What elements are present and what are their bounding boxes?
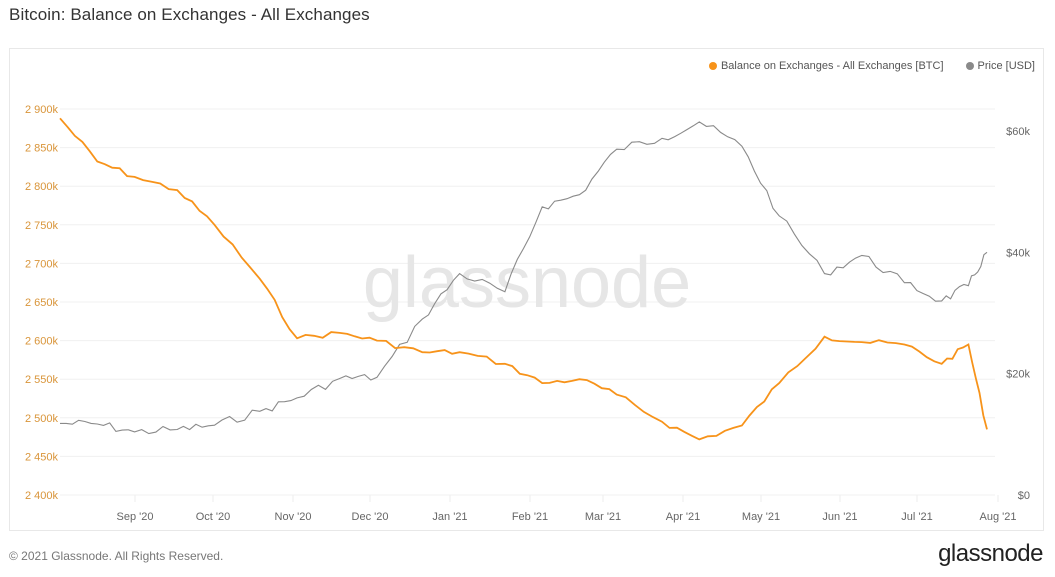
legend-dot-balance-icon xyxy=(708,62,717,70)
svg-text:Oct '20: Oct '20 xyxy=(196,511,231,523)
svg-text:$0: $0 xyxy=(1018,490,1030,502)
legend-dot-price-icon xyxy=(965,62,974,70)
svg-text:Jun '21: Jun '21 xyxy=(822,511,857,523)
svg-text:Jan '21: Jan '21 xyxy=(432,511,467,523)
x-axis: Sep '20 Oct '20 Nov '20 Dec '20 Jan '21 Feb '… xyxy=(117,495,1017,523)
svg-text:2 900k: 2 900k xyxy=(25,104,59,116)
svg-text:$60k: $60k xyxy=(1006,126,1030,138)
svg-text:2 850k: 2 850k xyxy=(25,143,59,155)
price-line xyxy=(60,121,988,435)
svg-text:2 450k: 2 450k xyxy=(25,451,59,463)
chart-title: Bitcoin: Balance on Exchanges - All Exch… xyxy=(9,5,370,24)
svg-text:2 600k: 2 600k xyxy=(25,336,59,348)
svg-text:2 800k: 2 800k xyxy=(25,181,59,193)
svg-text:Dec '20: Dec '20 xyxy=(352,511,389,523)
svg-text:$20k: $20k xyxy=(1006,369,1030,381)
legend-label-price: Price [USD] xyxy=(977,60,1035,72)
svg-text:Nov '20: Nov '20 xyxy=(275,511,312,523)
svg-text:2 550k: 2 550k xyxy=(25,374,59,386)
svg-text:Sep '20: Sep '20 xyxy=(117,511,154,523)
svg-text:2 500k: 2 500k xyxy=(25,413,59,425)
svg-text:Feb '21: Feb '21 xyxy=(512,511,548,523)
gridlines xyxy=(60,108,995,496)
svg-text:Mar '21: Mar '21 xyxy=(585,511,621,523)
svg-text:2 750k: 2 750k xyxy=(25,220,59,232)
svg-text:Jul '21: Jul '21 xyxy=(901,511,932,523)
right-axis: $60k $40k $20k $0 xyxy=(1006,126,1030,502)
svg-text:2 400k: 2 400k xyxy=(25,490,59,502)
chart-frame xyxy=(9,48,1044,531)
footer-logo: glassnode xyxy=(938,540,1043,567)
chart-legend: Balance on Exchanges - All Exchanges [BT… xyxy=(708,60,1035,72)
watermark: glassnode xyxy=(363,243,691,323)
svg-text:2 650k: 2 650k xyxy=(25,297,59,309)
svg-text:Apr '21: Apr '21 xyxy=(666,511,701,523)
svg-text:2 700k: 2 700k xyxy=(25,258,59,270)
svg-text:Aug '21: Aug '21 xyxy=(980,511,1017,523)
svg-text:May '21: May '21 xyxy=(742,511,780,523)
footer-copyright: © 2021 Glassnode. All Rights Reserved. xyxy=(9,549,224,563)
left-axis: 2 900k 2 850k 2 800k 2 750k 2 700k 2 650k 2 60… xyxy=(25,104,59,502)
legend-label-balance: Balance on Exchanges - All Exchanges [BT… xyxy=(720,60,944,72)
balance-line xyxy=(59,117,988,441)
legend-item-balance[interactable]: Balance on Exchanges - All Exchanges [BT… xyxy=(708,60,944,72)
svg-text:$40k: $40k xyxy=(1006,247,1030,259)
legend-item-price[interactable]: Price [USD] xyxy=(965,60,1035,72)
